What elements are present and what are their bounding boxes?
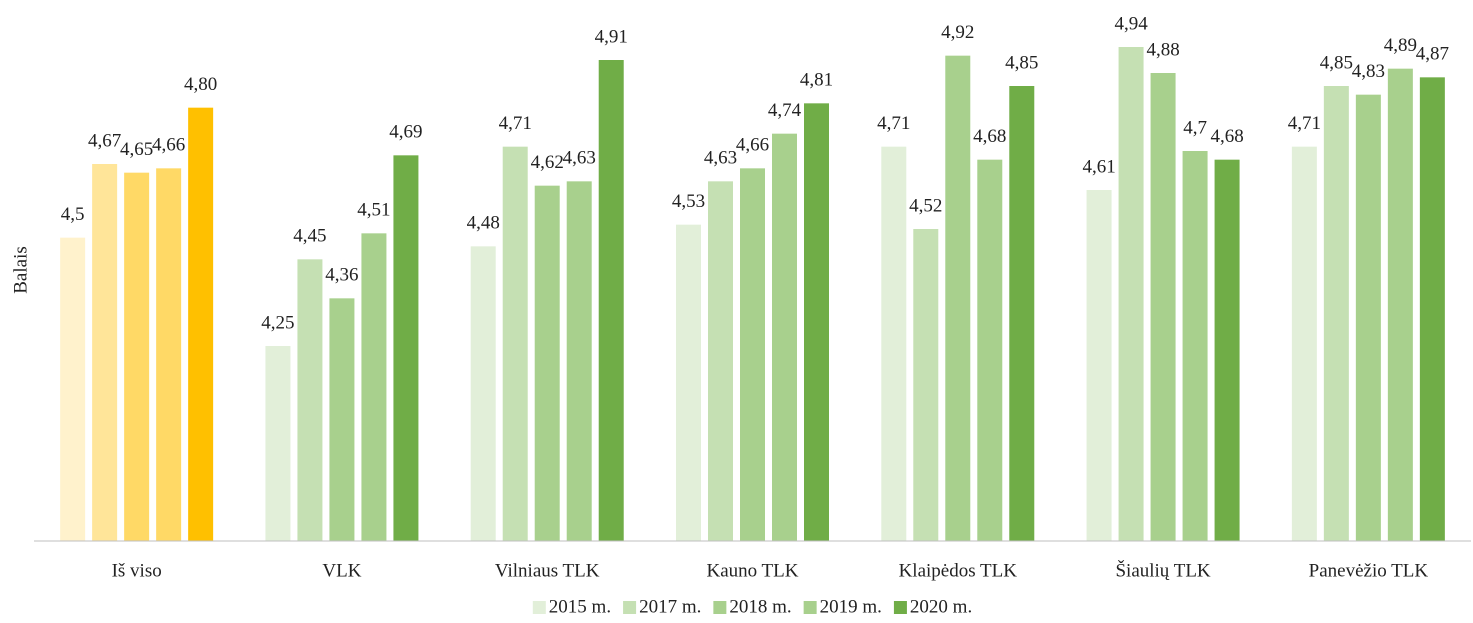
data-label: 4,69 xyxy=(389,122,422,143)
data-label: 4,53 xyxy=(672,191,705,212)
legend-label: 2020 m. xyxy=(910,596,972,617)
bar xyxy=(361,233,387,542)
bar xyxy=(60,237,86,541)
legend-label: 2018 m. xyxy=(729,596,791,617)
bar xyxy=(1291,146,1317,541)
bar xyxy=(676,224,701,541)
bar xyxy=(1086,190,1112,541)
legend-swatch xyxy=(532,601,546,614)
legend-label: 2015 m. xyxy=(549,596,611,617)
bar xyxy=(534,185,560,541)
data-label: 4,89 xyxy=(1384,35,1417,56)
legend-swatch xyxy=(623,601,637,614)
bar xyxy=(977,159,1003,541)
data-label: 4,48 xyxy=(467,213,500,234)
data-label: 4,71 xyxy=(1288,113,1321,134)
data-label: 4,36 xyxy=(325,265,358,286)
data-label: 4,45 xyxy=(293,226,326,247)
data-label: 4,91 xyxy=(595,26,628,47)
legend-label: 2019 m. xyxy=(820,596,882,617)
bar xyxy=(124,172,150,541)
data-label: 4,68 xyxy=(1210,126,1243,147)
data-label: 4,62 xyxy=(531,152,564,173)
legend-swatch xyxy=(713,601,727,614)
bar xyxy=(393,155,419,542)
bar xyxy=(188,107,214,542)
bar xyxy=(708,181,733,542)
bar xyxy=(1323,86,1349,541)
bar xyxy=(297,259,323,541)
data-label: 4,88 xyxy=(1146,39,1179,60)
data-label: 4,61 xyxy=(1082,156,1115,177)
data-label: 4,52 xyxy=(909,195,942,216)
data-label: 4,63 xyxy=(704,148,737,169)
bar xyxy=(470,246,496,542)
bar xyxy=(772,133,797,541)
bar xyxy=(740,168,765,542)
bar xyxy=(1355,94,1381,542)
data-label: 4,85 xyxy=(1005,52,1038,73)
data-label: 4,63 xyxy=(563,148,596,169)
bar xyxy=(1150,73,1176,541)
data-label: 4,67 xyxy=(88,130,121,151)
data-label: 4,87 xyxy=(1416,44,1449,65)
x-tick-label: VLK xyxy=(322,560,361,581)
bar xyxy=(881,146,907,541)
bar xyxy=(265,346,291,541)
bar xyxy=(804,103,829,541)
data-label: 4,66 xyxy=(736,135,769,156)
y-axis-label: Balais xyxy=(10,246,31,294)
bar xyxy=(1118,47,1144,541)
bar xyxy=(92,164,118,541)
bar xyxy=(1009,86,1035,541)
x-tick-label: Kauno TLK xyxy=(707,560,799,581)
data-label: 4,7 xyxy=(1183,117,1207,138)
data-label: 4,5 xyxy=(61,204,85,225)
bar xyxy=(1214,159,1240,541)
bar xyxy=(156,168,182,542)
data-label: 4,92 xyxy=(941,22,974,43)
bar xyxy=(598,60,624,541)
bar xyxy=(566,181,592,542)
bar xyxy=(329,298,355,541)
bar xyxy=(1419,77,1445,541)
x-tick-label: Panevėžio TLK xyxy=(1309,560,1429,581)
bar xyxy=(913,229,939,541)
data-label: 4,71 xyxy=(499,113,532,134)
data-label: 4,74 xyxy=(768,100,802,121)
data-label: 4,94 xyxy=(1114,13,1148,34)
bar xyxy=(502,146,528,541)
data-label: 4,71 xyxy=(877,113,910,134)
data-label: 4,80 xyxy=(184,74,217,95)
data-label: 4,25 xyxy=(261,312,294,333)
x-tick-label: Vilniaus TLK xyxy=(495,560,600,581)
data-label: 4,85 xyxy=(1320,52,1353,73)
legend-swatch xyxy=(803,601,817,614)
bar xyxy=(1182,151,1208,541)
data-label: 4,68 xyxy=(973,126,1006,147)
data-label: 4,81 xyxy=(800,70,833,91)
x-tick-label: Klaipėdos TLK xyxy=(899,560,1018,581)
bar xyxy=(1387,68,1413,542)
legend-label: 2017 m. xyxy=(639,596,701,617)
bar xyxy=(945,55,971,542)
data-label: 4,66 xyxy=(152,135,185,156)
legend-swatch xyxy=(893,601,907,614)
data-label: 4,51 xyxy=(357,200,390,221)
data-label: 4,83 xyxy=(1352,61,1385,82)
x-tick-label: Šiaulių TLK xyxy=(1115,559,1210,581)
x-tick-label: Iš viso xyxy=(112,560,162,581)
data-label: 4,65 xyxy=(120,139,153,160)
